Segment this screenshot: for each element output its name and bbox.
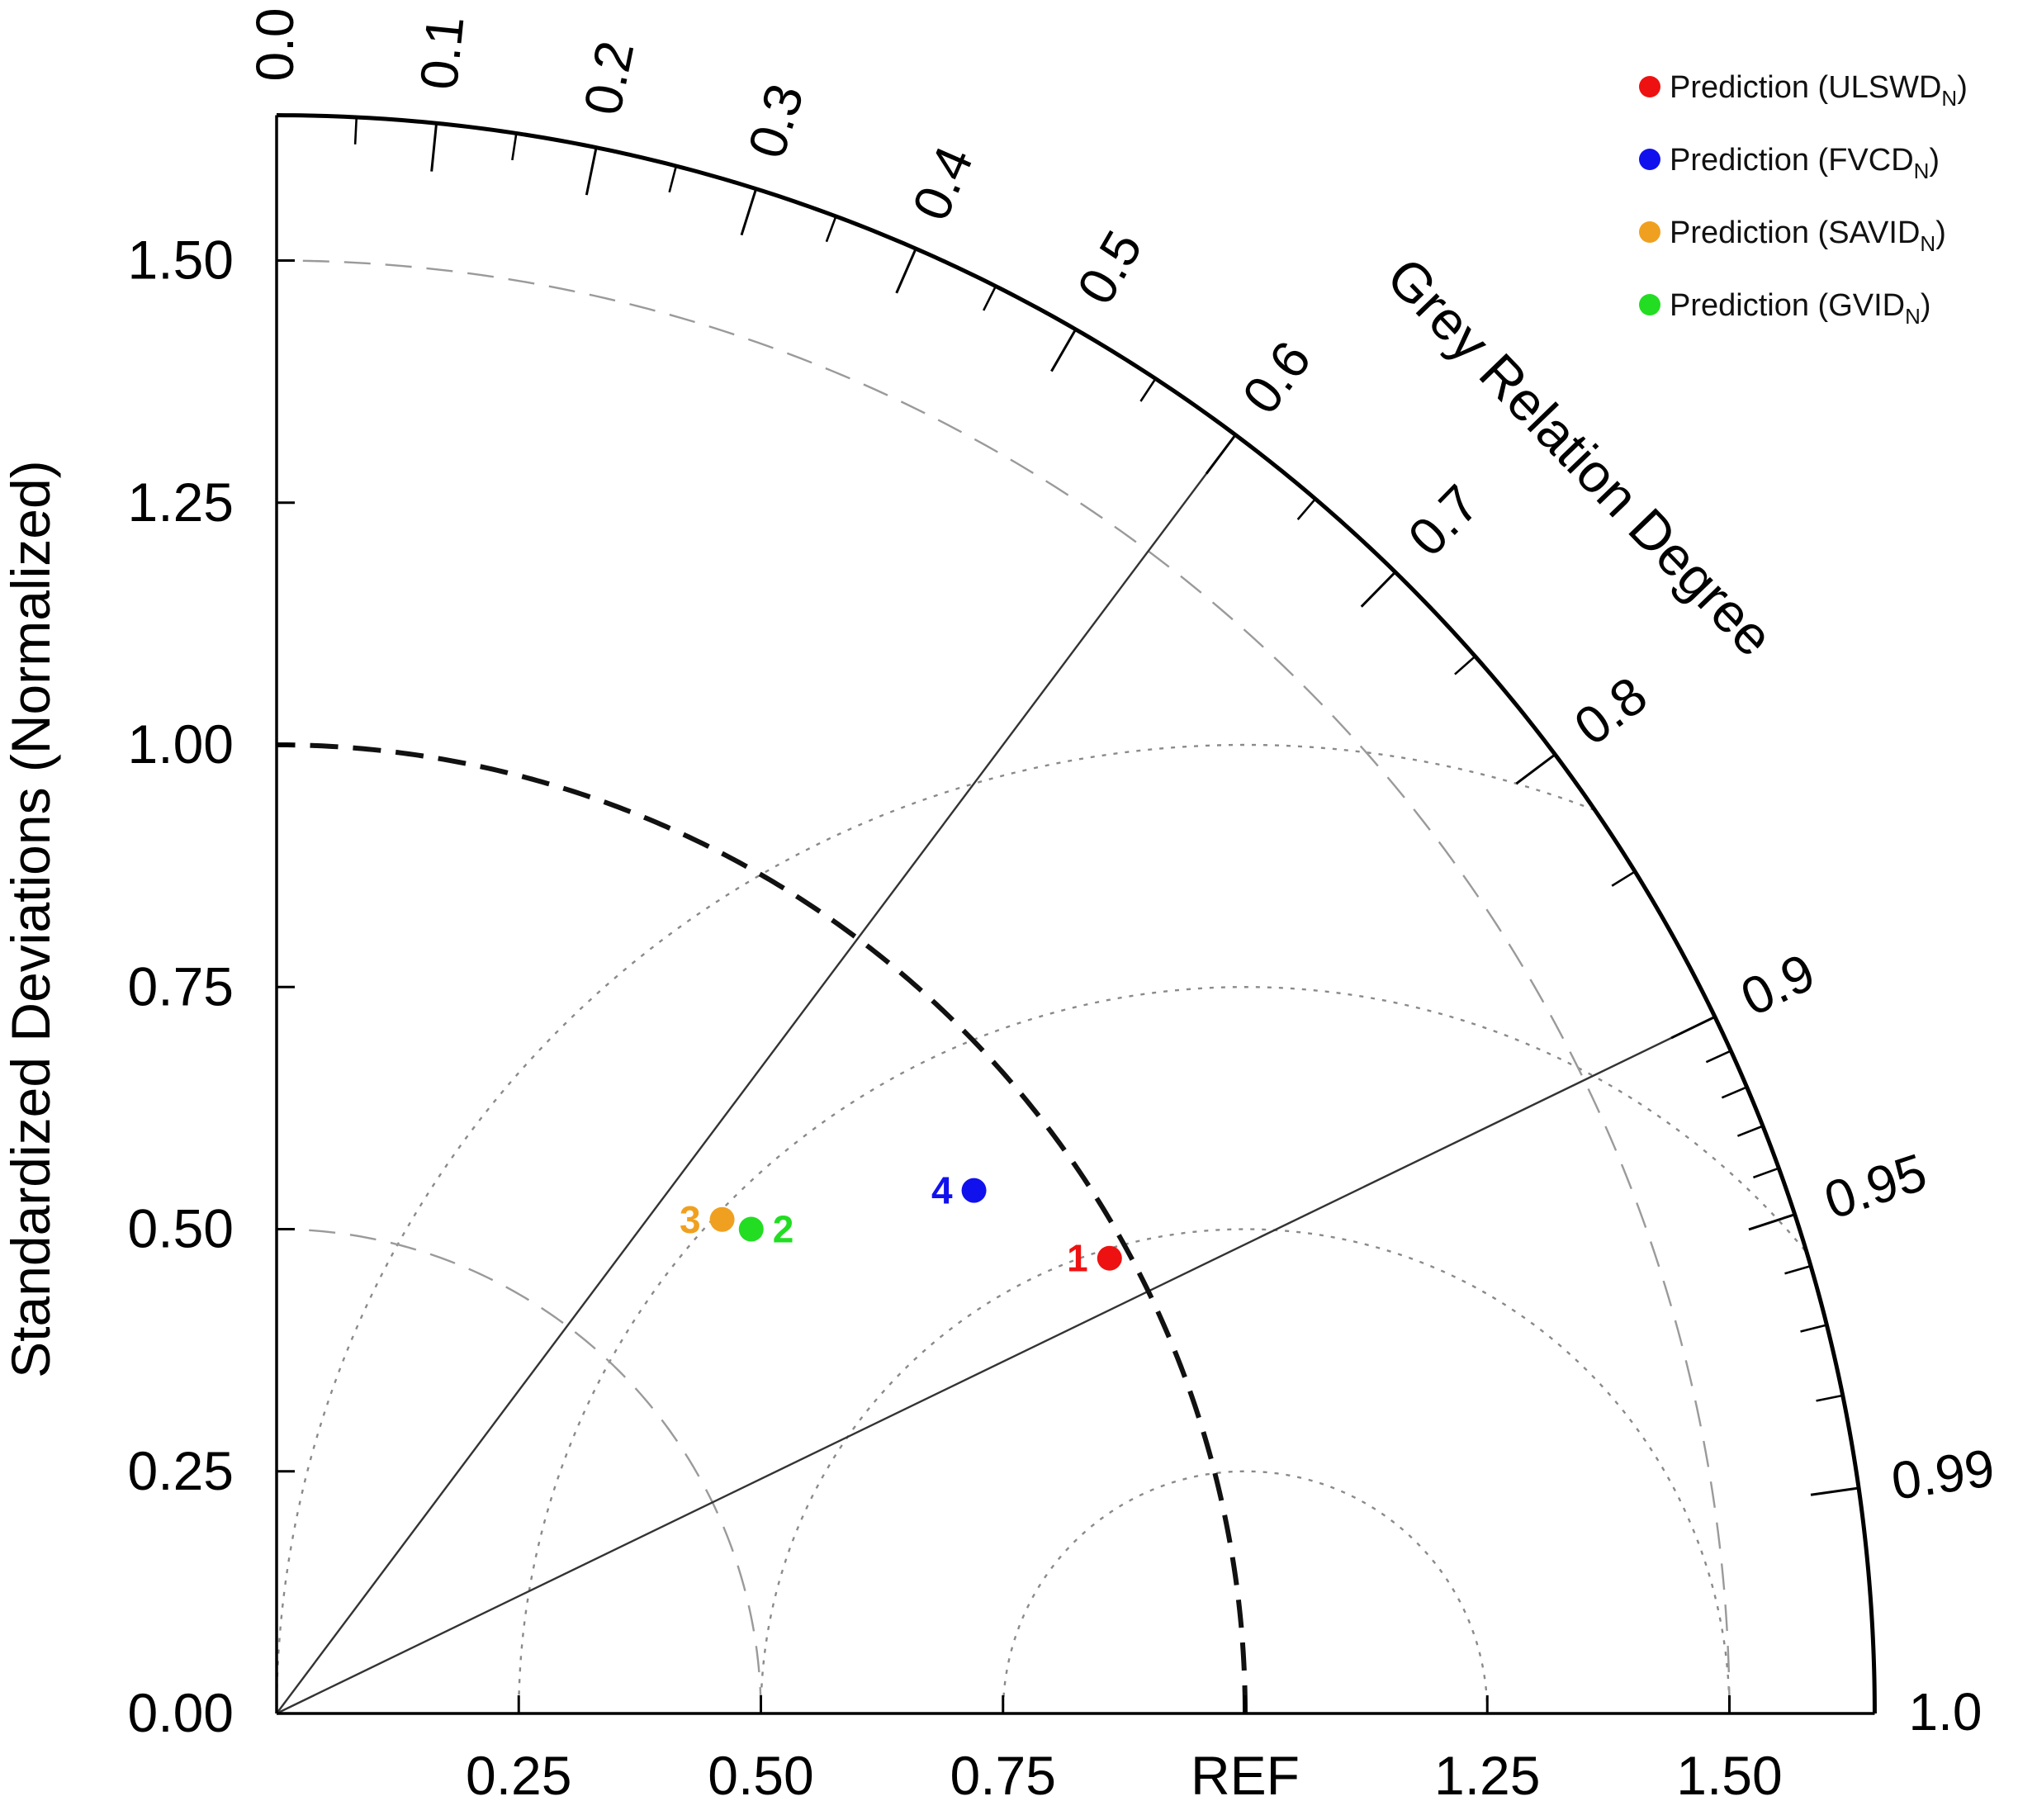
legend-subscript: N xyxy=(1914,159,1930,183)
arc-minor-tick-11 xyxy=(1736,1125,1764,1137)
std-arc-0 xyxy=(276,1228,762,1714)
point-label-4: 4 xyxy=(931,1169,953,1212)
arc-label: 0.5 xyxy=(1065,220,1153,314)
arc-minor-tick-3 xyxy=(825,216,837,243)
grid-layer xyxy=(275,259,1806,1715)
legend-subscript: N xyxy=(1941,86,1957,111)
x-tick-label: 0.75 xyxy=(950,1745,1056,1806)
arc-label: 0.7 xyxy=(1396,473,1490,567)
legend-marker-3 xyxy=(1639,221,1660,243)
x-tick-label: 0.25 xyxy=(466,1745,571,1806)
radial-line-0 xyxy=(276,434,1237,1714)
arc-label: 0.4 xyxy=(901,138,985,229)
arc-label: 0.9 xyxy=(1731,942,1823,1028)
radial-line-1 xyxy=(276,1016,1716,1715)
arc-minor-tick-13 xyxy=(1784,1264,1812,1275)
arc-major-tick-10 xyxy=(1748,1213,1796,1231)
arc-minor-tick-2 xyxy=(668,165,678,193)
legend-entry-1: Prediction (ULSWDN) xyxy=(1670,70,1968,111)
legend-entry-4: Prediction (FVCDN) xyxy=(1670,143,1940,183)
arc-major-tick-9 xyxy=(1670,1016,1716,1040)
arc-minor-tick-14 xyxy=(1800,1324,1827,1333)
arc-major-tick-7 xyxy=(1360,571,1396,608)
arc-major-tick-2 xyxy=(585,147,598,196)
legend-name: Prediction (FVCD xyxy=(1670,143,1914,178)
legend-marker-1 xyxy=(1639,76,1660,97)
std-arc-1 xyxy=(276,259,1731,1714)
y-axis-title: Standardized Deviations (Normalized) xyxy=(0,460,61,1378)
rms-arc-1 xyxy=(760,1228,1731,1714)
legend-name: Prediction (GVID xyxy=(1670,288,1905,323)
x-tick-label: 1.50 xyxy=(1676,1745,1782,1806)
legend-suffix: ) xyxy=(1921,288,1931,323)
arc-label: 0.95 xyxy=(1817,1142,1934,1230)
arc-label: 0.2 xyxy=(572,36,645,121)
arc-minor-tick-12 xyxy=(1753,1167,1779,1179)
arc-major-tick-8 xyxy=(1515,753,1556,785)
arc-minor-tick-1 xyxy=(511,133,518,161)
point-label-2: 2 xyxy=(773,1208,794,1251)
arc-major-tick-6 xyxy=(1205,434,1237,475)
point-label-3: 3 xyxy=(680,1198,701,1241)
arc-minor-tick-8 xyxy=(1611,870,1636,887)
y-tick-label: 0.75 xyxy=(128,955,234,1017)
y-tick-label: 1.25 xyxy=(128,472,234,533)
legend-entry-3: Prediction (SAVIDN) xyxy=(1670,216,1946,256)
arc-label: 0.0 xyxy=(245,8,305,82)
arc-major-tick-3 xyxy=(740,188,758,236)
arc-major-tick-4 xyxy=(895,248,917,294)
legend-suffix: ) xyxy=(1929,143,1940,178)
point-2 xyxy=(738,1216,764,1242)
arc-minor-tick-9 xyxy=(1705,1050,1731,1064)
y-tick-label: 1.50 xyxy=(128,230,234,291)
arc-label: 0.8 xyxy=(1563,665,1657,756)
arc-major-tick-1 xyxy=(430,123,438,172)
y-tick-label: 1.00 xyxy=(128,713,234,775)
outer-arc xyxy=(276,113,1877,1714)
point-4 xyxy=(961,1178,987,1203)
rms-arc-2 xyxy=(518,986,1806,1714)
arc-label: 0.3 xyxy=(737,77,815,164)
arc-minor-tick-4 xyxy=(983,286,997,311)
points-layer: 1 2 3 4 xyxy=(680,1169,1122,1280)
y-tick-label: 0.00 xyxy=(128,1682,234,1743)
point-3 xyxy=(709,1206,735,1232)
ref-arc xyxy=(276,742,1248,1714)
arc-label: 1.0 xyxy=(1909,1682,1982,1742)
y-tick-label: 0.25 xyxy=(128,1440,234,1501)
arc-minor-tick-10 xyxy=(1721,1086,1748,1099)
axes-layer xyxy=(275,113,1877,1715)
legend-suffix: ) xyxy=(1957,70,1968,105)
x-tick-label: REF xyxy=(1191,1745,1300,1806)
arc-major-tick-5 xyxy=(1050,329,1078,372)
legend-marker-4 xyxy=(1639,149,1660,170)
legend-suffix: ) xyxy=(1935,216,1946,250)
legend-entry-2: Prediction (GVIDN) xyxy=(1670,288,1931,329)
rms-arc-3 xyxy=(275,743,1595,1714)
legend: Prediction (ULSWDN)Prediction (FVCDN)Pre… xyxy=(1639,70,1968,329)
legend-name: Prediction (ULSWD xyxy=(1670,70,1941,105)
arc-minor-tick-6 xyxy=(1296,498,1317,520)
arc-label: 0.99 xyxy=(1888,1438,1997,1511)
arc-minor-tick-0 xyxy=(353,116,358,145)
x-tick-label: 0.50 xyxy=(708,1745,813,1806)
legend-subscript: N xyxy=(1905,304,1921,329)
legend-marker-2 xyxy=(1639,294,1660,315)
point-1 xyxy=(1097,1245,1122,1271)
x-tick-label: 1.25 xyxy=(1434,1745,1540,1806)
arc-minor-tick-15 xyxy=(1816,1394,1843,1402)
labels-layer: 0.00 0.25 0.50 0.75 1.00 1.25 1.50 0.25 0.50 0.75… xyxy=(0,8,1998,1806)
arc-major-tick-11 xyxy=(1810,1486,1859,1496)
arc-label: 0.1 xyxy=(409,13,476,92)
arc-minor-tick-5 xyxy=(1139,377,1157,402)
arc-minor-tick-7 xyxy=(1454,655,1476,675)
y-tick-label: 0.50 xyxy=(128,1198,234,1259)
legend-subscript: N xyxy=(1920,231,1935,256)
arc-label: 0.6 xyxy=(1231,330,1323,424)
rms-arc-0 xyxy=(1002,1470,1489,1714)
point-label-1: 1 xyxy=(1067,1237,1088,1280)
legend-name: Prediction (SAVID xyxy=(1670,216,1920,250)
